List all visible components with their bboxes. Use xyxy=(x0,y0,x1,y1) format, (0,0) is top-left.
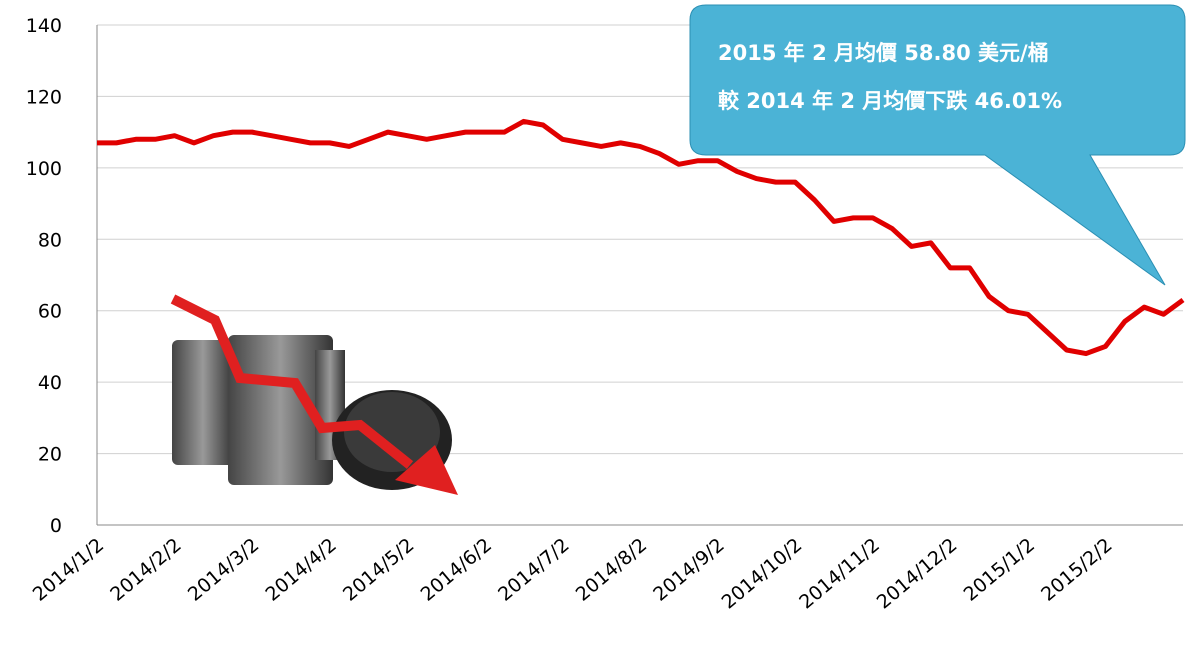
y-tick-label: 20 xyxy=(38,444,62,466)
callout: 2015 年 2 月均價 58.80 美元/桶 較 2014 年 2 月均價下跌… xyxy=(690,5,1185,285)
y-tick-label: 40 xyxy=(38,372,62,394)
y-tick-label: 60 xyxy=(38,301,62,323)
x-tick-label: 2014/4/2 xyxy=(261,534,341,606)
y-tick-label: 100 xyxy=(26,158,62,180)
page: 0 20 40 60 80 100 120 140 2014/1/22014/2/22014/3… xyxy=(0,0,1190,670)
x-tick-label: 2015/1/2 xyxy=(960,534,1040,606)
y-tick-label: 0 xyxy=(50,515,62,537)
x-tick-label: 2014/11/2 xyxy=(795,534,884,613)
y-tick-label: 140 xyxy=(26,15,62,37)
x-tick-label: 2014/12/2 xyxy=(873,534,962,613)
annotation: 2015 年 2 月均價 58.80 美元/桶 xyxy=(718,41,1049,65)
x-tick-label: 2014/2/2 xyxy=(106,534,186,606)
x-tick-label: 2014/10/2 xyxy=(718,534,807,613)
x-tick-label: 2014/3/2 xyxy=(184,534,264,606)
x-tick-label: 2014/8/2 xyxy=(572,534,652,606)
x-tick-label: 2014/7/2 xyxy=(494,534,574,606)
barrel-illustration xyxy=(172,299,458,495)
annotation: 較 2014 年 2 月均價下跌 46.01% xyxy=(718,89,1062,113)
x-tick-label: 2014/6/2 xyxy=(417,534,497,606)
x-tick-label: 2014/9/2 xyxy=(649,534,729,606)
x-tick-label: 2014/5/2 xyxy=(339,534,419,606)
chart: 0 20 40 60 80 100 120 140 2014/1/22014/2/22014/3… xyxy=(0,0,1190,666)
y-tick-label: 120 xyxy=(26,86,62,108)
x-tick-label: 2015/2/2 xyxy=(1037,534,1117,606)
y-tick-label: 80 xyxy=(38,229,62,251)
x-tick-label: 2014/1/2 xyxy=(29,534,109,606)
